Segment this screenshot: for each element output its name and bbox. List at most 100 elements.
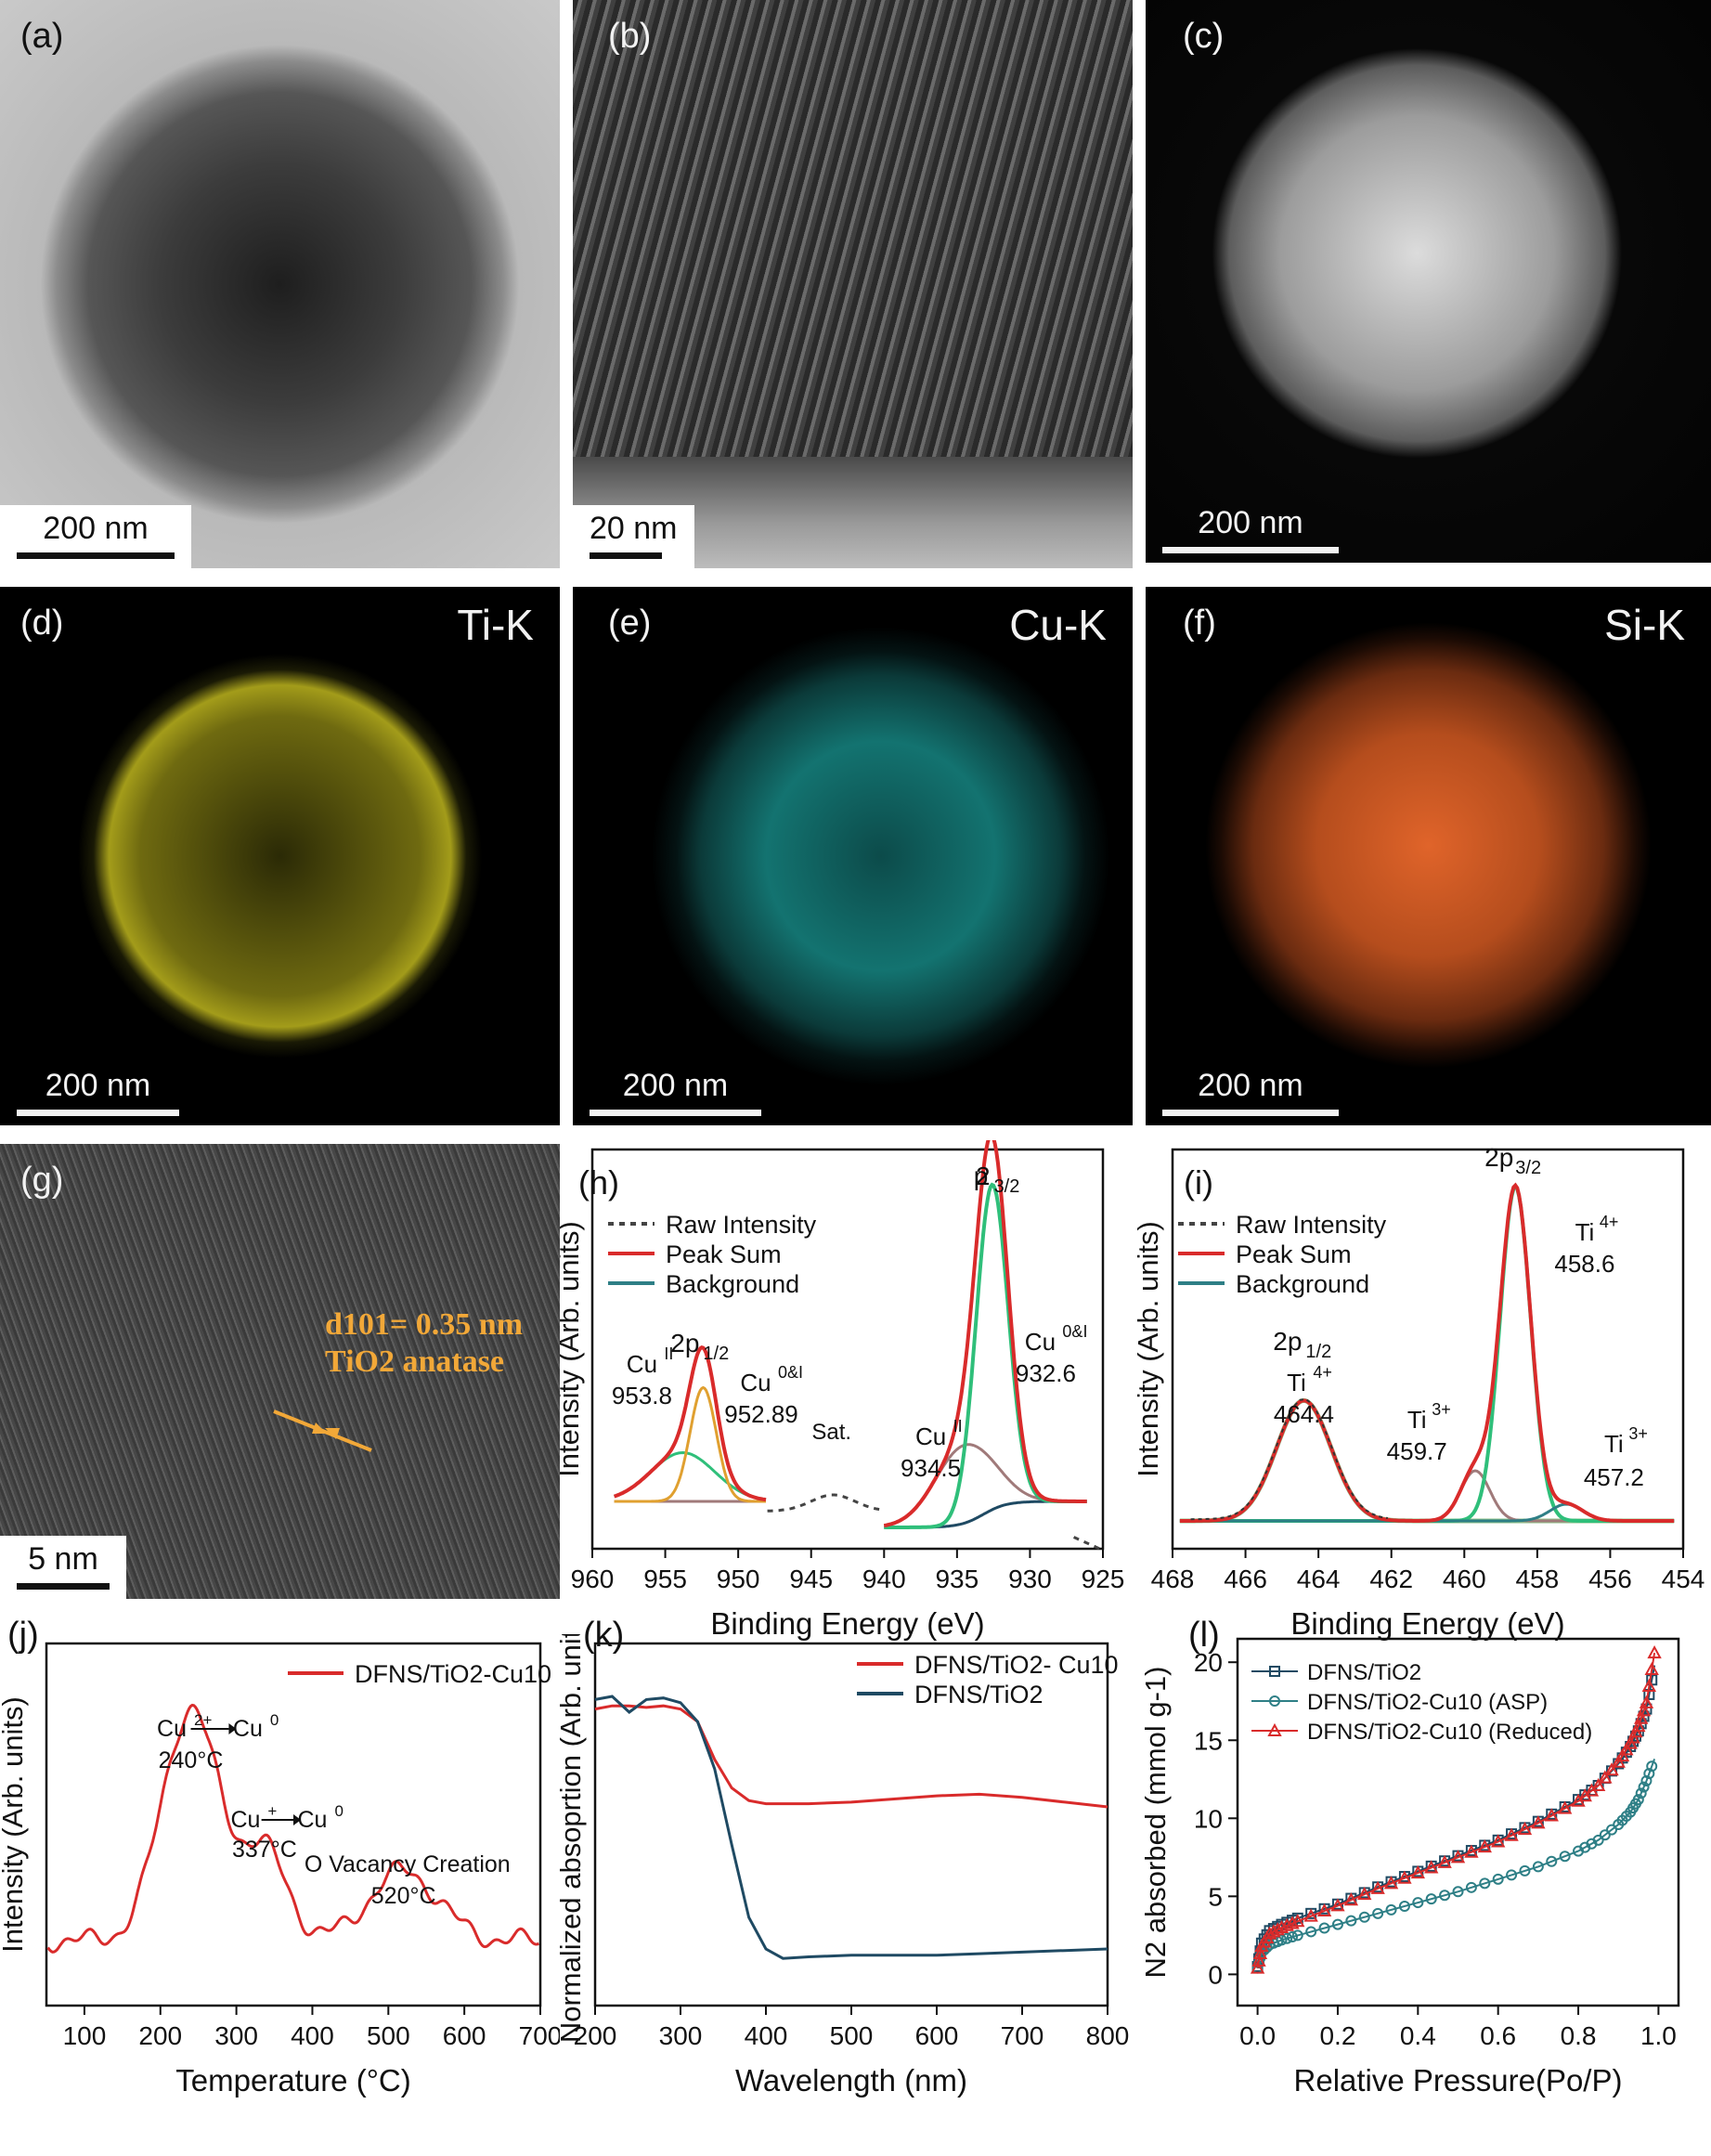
y-tick-label: 15	[1194, 1726, 1223, 1755]
legend-label: DFNS/TiO2	[1307, 1660, 1421, 1685]
data-marker-circle	[1425, 1893, 1437, 1905]
legend-marker	[1269, 1666, 1280, 1677]
lattice-spacing-text: d101= 0.35 nm	[325, 1307, 524, 1342]
x-tick-label: 600	[915, 2021, 959, 2050]
scale-bar-line	[590, 552, 662, 559]
data-marker-triangle	[1410, 1865, 1426, 1879]
data-marker-circle	[1546, 1855, 1558, 1867]
legend-label: DFNS/TiO2-Cu10 (Reduced)	[1307, 1720, 1592, 1745]
reaction-arrowhead	[228, 1723, 237, 1734]
x-axis-label: Binding Energy (eV)	[710, 1606, 984, 1641]
legend-label: DFNS/TiO2-Cu10	[355, 1660, 551, 1688]
x-tick-label: 0.0	[1239, 2021, 1276, 2050]
data-marker-triangle	[1490, 1834, 1506, 1848]
data-marker-circle	[1492, 1873, 1504, 1885]
legend-label: Raw Intensity	[1236, 1211, 1387, 1239]
data-marker-circle	[1331, 1918, 1343, 1930]
data-marker-circle	[1281, 1932, 1293, 1944]
x-tick-label: 955	[643, 1565, 687, 1593]
x-axis-label: Binding Energy (eV)	[1290, 1606, 1564, 1641]
data-marker-circle	[1532, 1861, 1544, 1873]
isotherm-line-2	[1256, 1759, 1656, 1968]
scale-bar-label: 200 nm	[1198, 505, 1303, 540]
scale-bar-line	[1162, 1110, 1339, 1116]
x-tick-label: 1.0	[1640, 2021, 1677, 2050]
data-marker-triangle	[1644, 1661, 1659, 1676]
peak-annotation: 3/2	[1515, 1158, 1541, 1178]
scale-bar-f: 200 nm	[1146, 1062, 1355, 1125]
element-label-ti: Ti-K	[457, 601, 534, 649]
x-tick-label: 454	[1662, 1565, 1705, 1593]
data-marker-triangle	[1504, 1827, 1519, 1841]
x-tick-label: 945	[789, 1565, 833, 1593]
peak-annotation-sup: 3+	[1432, 1400, 1451, 1419]
peak-annotation-value: 953.8	[612, 1382, 672, 1409]
uv-series-2	[594, 1695, 1108, 1960]
scale-bar-line	[17, 1583, 110, 1590]
peak-sum-curve	[1179, 1182, 1675, 1523]
panel-label-h: (h)	[578, 1163, 619, 1201]
peak-annotation: Cu	[1025, 1328, 1056, 1356]
legend-label: Peak Sum	[1236, 1240, 1352, 1268]
scale-bar-label: 200 nm	[1198, 1068, 1303, 1103]
data-marker-circle	[1599, 1829, 1611, 1841]
peak-annotation-value: 458.6	[1554, 1250, 1614, 1278]
data-marker-triangle	[1252, 1945, 1268, 1959]
plot-frame	[1236, 1637, 1680, 2007]
peak-annotation: Ti	[1407, 1406, 1427, 1434]
panel-label-f: (f)	[1183, 604, 1216, 643]
fit-component-cu0I-2p12	[614, 1385, 766, 1503]
hrtem-image-g: (g) d101= 0.35 nm TiO2 anatase 5 nm	[0, 1144, 560, 1599]
peak-annotation: Ti	[1575, 1218, 1595, 1246]
peak-annotation: Ti	[1604, 1430, 1624, 1458]
data-marker-triangle	[1270, 1922, 1285, 1936]
peak-annotation-sup: 3+	[1628, 1424, 1648, 1443]
peak-sum-curve	[613, 1345, 767, 1502]
scale-bar-line	[17, 552, 175, 559]
peak-annotation: Cu	[230, 1807, 260, 1833]
tpr-curve	[46, 1703, 539, 1954]
peak-annotation-sup: II	[664, 1344, 673, 1363]
peak-annotation: 2p	[670, 1329, 699, 1357]
y-tick-label: 10	[1194, 1804, 1223, 1833]
data-marker-triangle	[1614, 1747, 1630, 1762]
x-tick-label: 950	[717, 1565, 760, 1593]
data-marker-circle	[1291, 1929, 1303, 1942]
panel-label-j: (j)	[7, 1616, 39, 1655]
haadf-image-c: (c) 200 nm	[1146, 0, 1711, 563]
data-marker-triangle	[1611, 1754, 1626, 1768]
data-marker-circle	[1358, 1911, 1370, 1923]
data-marker-circle	[1646, 1760, 1658, 1773]
data-marker-circle	[1506, 1869, 1518, 1881]
peak-annotation-value: 459.7	[1387, 1437, 1447, 1465]
peak-annotation-value: 337°C	[232, 1837, 297, 1863]
peak-annotation-sup: 0	[334, 1802, 343, 1820]
data-marker-circle	[1385, 1903, 1397, 1916]
x-axis-label: Wavelength (nm)	[735, 2063, 967, 2098]
data-marker-triangle	[1631, 1719, 1646, 1733]
x-tick-label: 466	[1224, 1565, 1267, 1593]
x-tick-label: 0.4	[1400, 2021, 1436, 2050]
peak-annotation: p	[974, 1162, 989, 1190]
scale-bar-d: 200 nm	[0, 1062, 196, 1125]
data-marker-circle	[1276, 1934, 1288, 1946]
peak-annotation-sup: II	[953, 1417, 963, 1435]
chart-xps-cu2p: (h) 960 955 950 945 940 935 930 925 Binding Energ…	[560, 1140, 1124, 1641]
data-marker-circle	[1412, 1897, 1424, 1909]
peak-annotation: 3/2	[994, 1176, 1020, 1197]
data-marker-circle	[1439, 1890, 1451, 1902]
chart-n2-isotherm: 0.0 0.2 0.4 0.6 0.8 1.0 Relative Pressure(Po/P…	[1139, 1637, 1680, 2098]
raw-intensity-satellite	[767, 1493, 882, 1513]
peak-annotation: Cu	[157, 1716, 187, 1742]
legend-label: Background	[666, 1270, 799, 1298]
data-marker-triangle	[1619, 1742, 1634, 1756]
x-tick-label: 400	[745, 2021, 788, 2050]
data-marker-triangle	[1251, 1953, 1266, 1967]
data-marker-triangle	[1285, 1916, 1300, 1929]
peak-annotation: 1/2	[703, 1344, 729, 1364]
x-tick-label: 600	[443, 2021, 486, 2050]
x-tick-label: 935	[935, 1565, 979, 1593]
scale-bar-b: 20 nm	[573, 505, 694, 568]
peak-annotation-value: 240°C	[159, 1747, 224, 1773]
x-tick-label: 0.6	[1480, 2021, 1516, 2050]
